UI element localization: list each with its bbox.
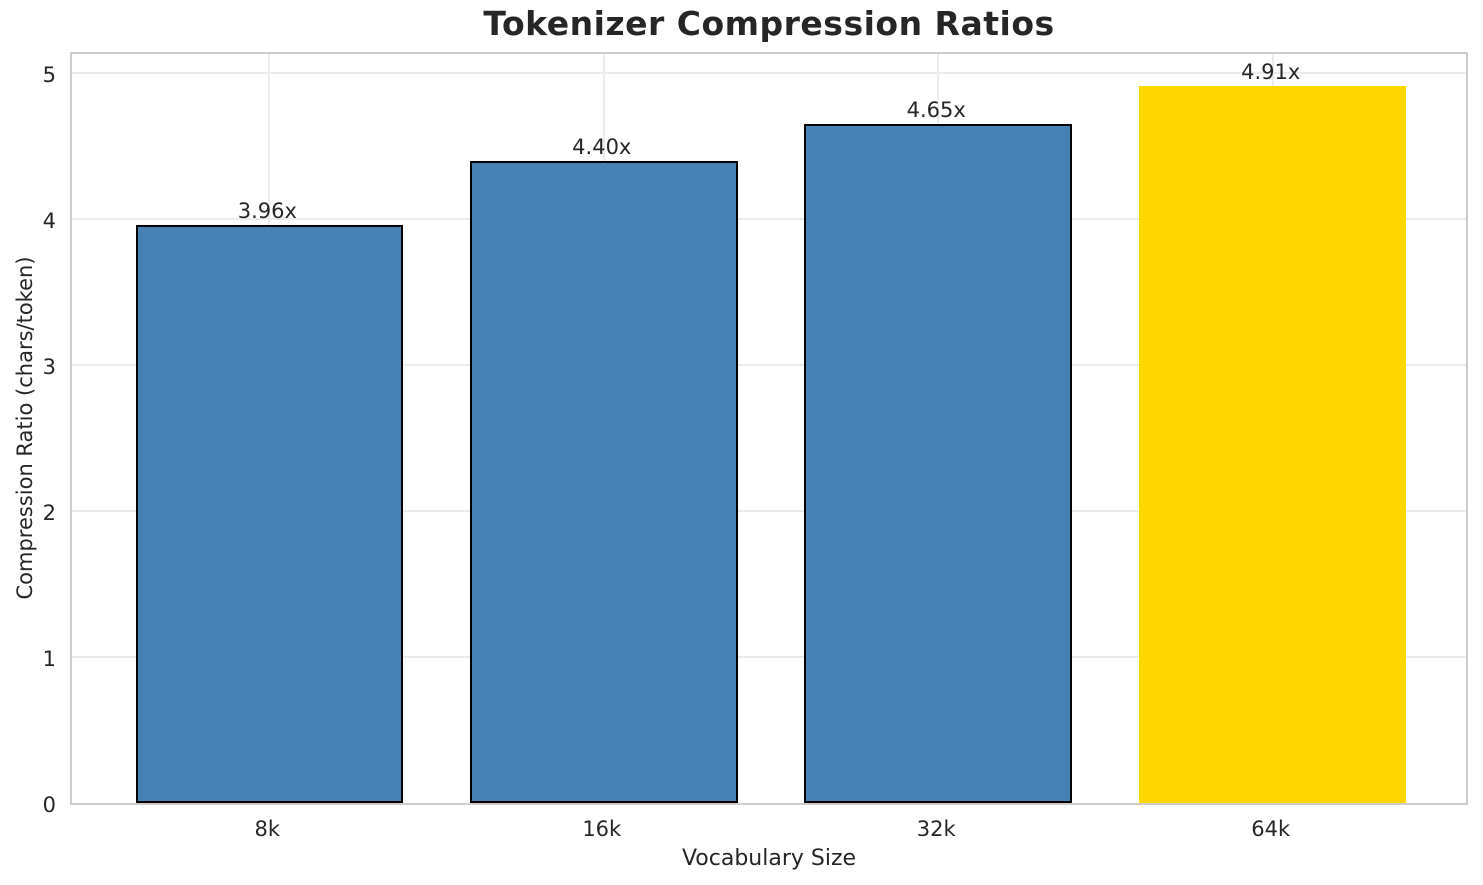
x-tick-label: 32k bbox=[916, 817, 956, 841]
gridline-horizontal bbox=[72, 364, 1466, 367]
gridline-horizontal bbox=[72, 72, 1466, 75]
bar-value-label: 4.65x bbox=[906, 98, 966, 123]
y-tick-label: 1 bbox=[42, 647, 56, 671]
y-axis-label-text: Compression Ratio (chars/token) bbox=[13, 256, 37, 600]
y-tick-label: 4 bbox=[42, 209, 56, 234]
gridline-horizontal bbox=[72, 510, 1466, 513]
y-tick-label: 2 bbox=[42, 501, 56, 526]
y-tick-label: 0 bbox=[42, 793, 56, 817]
x-tick-label: 16k bbox=[582, 817, 622, 841]
chart-title: Tokenizer Compression Ratios bbox=[483, 4, 1055, 43]
bar-32k bbox=[804, 124, 1072, 803]
y-tick-label: 5 bbox=[42, 63, 56, 88]
x-tick-label: 8k bbox=[254, 817, 281, 841]
y-tick-label: 3 bbox=[42, 355, 56, 380]
bar-value-label: 3.96x bbox=[237, 198, 297, 223]
plot-area bbox=[70, 52, 1468, 805]
x-tick-label: 64k bbox=[1251, 817, 1291, 841]
bar-64k bbox=[1138, 86, 1407, 803]
bar-value-label: 4.40x bbox=[572, 134, 632, 159]
bar-value-label: 4.91x bbox=[1241, 60, 1301, 85]
bar-8k bbox=[135, 224, 404, 803]
gridline-horizontal bbox=[72, 656, 1466, 659]
gridline-horizontal bbox=[72, 218, 1466, 221]
bar-16k bbox=[469, 160, 738, 803]
x-axis-label: Vocabulary Size bbox=[681, 846, 857, 871]
